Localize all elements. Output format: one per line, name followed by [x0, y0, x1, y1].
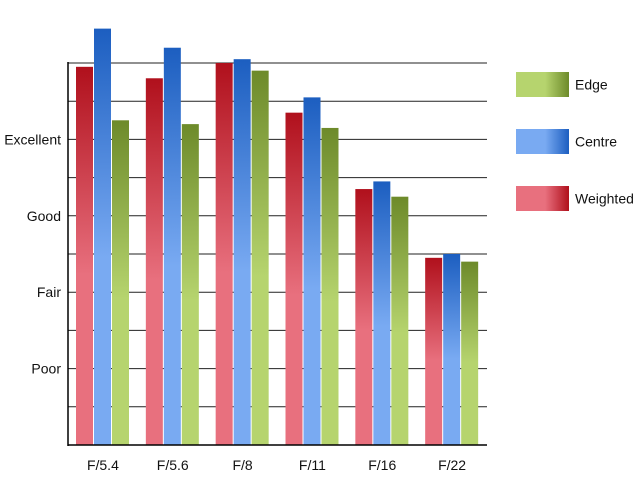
y-tick-label: Poor	[31, 361, 61, 377]
bar-centre-5	[443, 254, 461, 445]
bar-centre-2	[233, 59, 251, 446]
legend-label-centre: Centre	[575, 134, 617, 150]
bar-edge-2	[251, 70, 269, 445]
bar-centre-3	[303, 97, 321, 445]
bar-weighted-4	[355, 189, 373, 445]
bar-edge-1	[181, 124, 199, 446]
bar-edge-3	[321, 127, 339, 445]
legend: Edge Centre Weighted	[516, 72, 634, 211]
y-tick-labels: Poor Fair Good Excellent	[4, 131, 61, 376]
bar-weighted-1	[145, 78, 163, 445]
x-tick-label: F/16	[368, 457, 396, 473]
axes	[67, 62, 487, 446]
bars	[76, 28, 479, 446]
bar-weighted-5	[425, 257, 443, 445]
bar-centre-4	[373, 181, 391, 446]
x-tick-label: F/8	[232, 457, 252, 473]
bar-edge-4	[391, 196, 409, 445]
bar-edge-0	[112, 120, 129, 446]
x-tick-labels: F/5.4 F/5.6 F/8 F/11 F/16 F/22	[87, 457, 466, 473]
bar-weighted-0	[76, 66, 93, 445]
legend-swatch-weighted	[516, 186, 569, 211]
x-tick-label: F/22	[438, 457, 466, 473]
legend-swatch-edge	[516, 72, 569, 97]
bar-centre-1	[163, 47, 181, 445]
gridlines	[68, 62, 487, 408]
x-tick-label: F/5.6	[157, 457, 189, 473]
y-tick-label: Fair	[37, 284, 61, 300]
legend-label-weighted: Weighted	[575, 191, 634, 207]
y-tick-label: Good	[27, 208, 61, 224]
legend-swatch-centre	[516, 129, 569, 154]
bar-weighted-3	[285, 112, 303, 445]
x-tick-label: F/11	[299, 457, 326, 473]
bar-edge-5	[461, 261, 479, 445]
legend-label-edge: Edge	[575, 77, 608, 93]
x-tick-label: F/5.4	[87, 457, 119, 473]
y-tick-label: Excellent	[4, 131, 61, 147]
bar-centre-0	[94, 28, 111, 446]
bar-weighted-2	[215, 63, 233, 445]
